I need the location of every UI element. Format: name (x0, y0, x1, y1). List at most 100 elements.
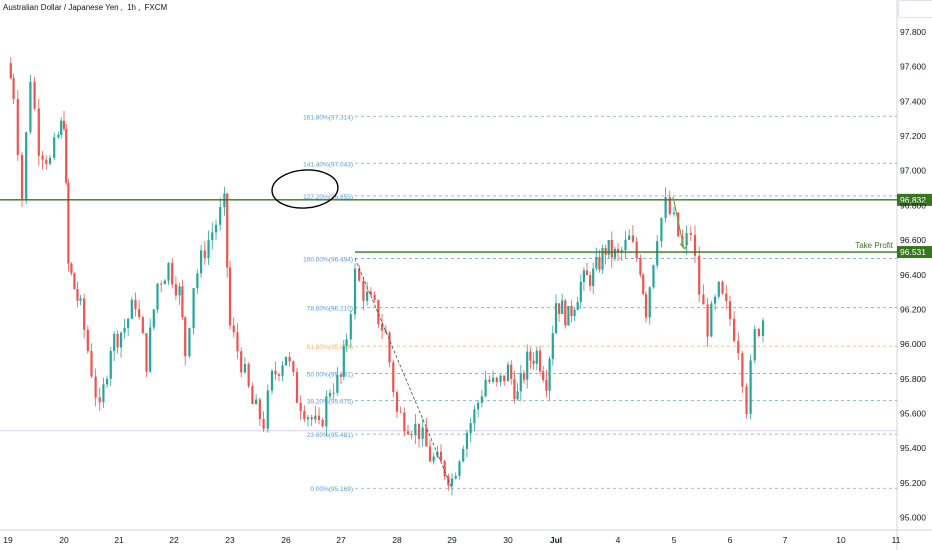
x-tick-label: 22 (169, 535, 179, 545)
fib-trendline (354, 258, 453, 489)
candle-body (689, 233, 692, 235)
candle-body (749, 360, 752, 415)
chart-settings-button[interactable] (898, 0, 932, 18)
candle-body (226, 193, 229, 268)
candle-body (181, 286, 184, 318)
candle-body (321, 419, 324, 427)
candle-body (214, 224, 218, 233)
candle-body (595, 256, 598, 269)
candle-body (639, 258, 642, 275)
fib-level-label: 127.20%(96.855) (303, 194, 353, 201)
candle-body (454, 476, 457, 479)
interval-label: 1h (127, 3, 137, 12)
candle-body (377, 300, 380, 325)
candle-body (67, 183, 70, 264)
candle-body (503, 375, 506, 382)
y-tick-label: 95.600 (900, 408, 926, 418)
fib-level-label: 0.00%(95.169) (310, 486, 353, 493)
candle-body (384, 330, 387, 333)
candle-body (123, 327, 126, 333)
candle-body (113, 334, 116, 352)
candle-body (535, 350, 538, 364)
x-tick-label: 30 (503, 535, 513, 545)
candle-body (753, 329, 756, 361)
x-tick-label: 7 (783, 535, 788, 545)
y-tick-label: 96.200 (900, 304, 926, 314)
arrow-head (679, 242, 689, 250)
candle-body (522, 373, 526, 380)
candle-body (262, 419, 265, 429)
candle-body (582, 270, 585, 282)
candle-body (119, 332, 123, 348)
candle-body (203, 250, 206, 258)
candle-body (624, 239, 627, 251)
candle-body (332, 392, 335, 394)
candle-body (698, 255, 701, 295)
candle-body (473, 409, 476, 424)
candle-body (677, 212, 680, 237)
candle-body (406, 431, 410, 435)
candle-body (529, 351, 532, 361)
candle-body (610, 239, 613, 258)
candle-body (532, 360, 535, 364)
candle-body (668, 197, 671, 215)
candle-body (73, 273, 76, 289)
candle-body (506, 364, 510, 382)
candle-body (601, 248, 604, 270)
title-separator: , (138, 3, 141, 12)
candle-body (480, 396, 483, 403)
candle-body (325, 396, 328, 427)
hand-drawn-circle (271, 169, 339, 209)
fib-level-label: 100.00%(96.494) (303, 256, 353, 263)
candle-body (60, 120, 63, 135)
candle-body (660, 218, 663, 242)
candle-body (417, 423, 421, 439)
candle-body (86, 329, 89, 352)
candle-body (425, 427, 428, 447)
x-tick-label: 27 (336, 535, 346, 545)
candle-body (421, 427, 424, 439)
candle-body (284, 356, 288, 366)
candle-body (462, 448, 465, 462)
candle-body (672, 212, 676, 215)
candle-body (53, 137, 56, 158)
x-tick-label: 20 (59, 535, 69, 545)
candle-body (102, 384, 105, 403)
candle-body (211, 232, 214, 241)
candle-body (145, 333, 148, 372)
candle-body (721, 281, 724, 294)
x-tick-label: 6 (728, 535, 733, 545)
candle-body (369, 291, 372, 295)
candle-body (62, 120, 66, 129)
candle-body (538, 350, 542, 372)
x-tick-label: 19 (3, 535, 13, 545)
candle-body (48, 157, 52, 164)
candle-body (616, 248, 620, 253)
candle-body (414, 423, 417, 436)
candle-body (277, 374, 281, 376)
candle-body (450, 478, 454, 486)
candle-body (295, 371, 299, 403)
title-separator: , (120, 3, 123, 12)
candle-body (685, 233, 688, 246)
candle-body (516, 391, 519, 400)
candle-body (399, 411, 402, 413)
candle-body (255, 399, 258, 405)
exchange-label: FXCM (144, 3, 168, 12)
candle-body (83, 298, 86, 330)
candle-body (664, 197, 667, 219)
candle-body (37, 108, 40, 156)
candle-body (706, 304, 709, 337)
candle-body (589, 275, 592, 286)
candle-body (573, 310, 576, 317)
x-tick-label: 28 (392, 535, 402, 545)
x-tick-label: 5 (672, 535, 677, 545)
candle-body (199, 250, 203, 274)
candle-body (648, 287, 651, 318)
candle-body (620, 250, 623, 253)
candle-body (725, 293, 728, 302)
symbol-name: Australian Dollar / Japanese Yen (3, 3, 119, 12)
candle-body (761, 320, 765, 336)
